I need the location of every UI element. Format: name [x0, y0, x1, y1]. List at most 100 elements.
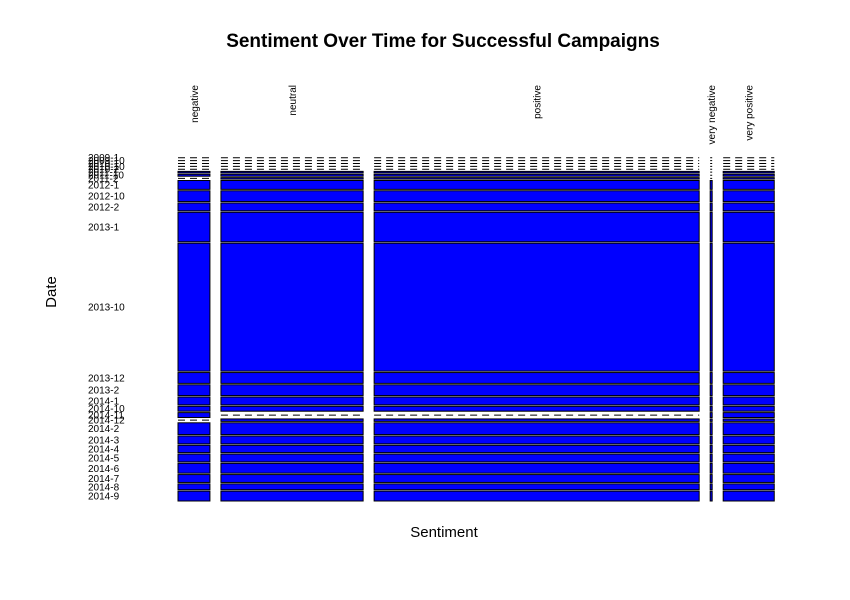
mosaic-tile: [722, 211, 775, 243]
column-label: very negative: [707, 85, 718, 145]
column-labels: negative neutral positive very negative very…: [190, 85, 756, 145]
mosaic-tile: [373, 405, 700, 412]
mosaic-tile: [722, 180, 775, 190]
row-label: 2012-2: [88, 202, 120, 213]
column-label: very positive: [745, 85, 756, 141]
mosaic-tile: [177, 190, 211, 203]
row-label: 2011-2: [88, 174, 119, 185]
mosaic-tile: [177, 170, 211, 174]
row-label: 2010-2: [88, 165, 120, 176]
mosaic-tile: [220, 396, 364, 406]
mosaic-tile: [220, 180, 364, 190]
row-label: 2014-7: [88, 474, 120, 485]
column-label: neutral: [288, 85, 299, 116]
row-label: 2014-1: [88, 396, 120, 407]
row-label: 2013-10: [88, 303, 125, 314]
mosaic-tile: [373, 202, 700, 212]
mosaic-tile: [373, 418, 700, 422]
mosaic-tile: [709, 190, 713, 203]
mosaic-tile: [709, 202, 713, 212]
mosaic-tile: [177, 474, 211, 483]
mosaic-tile: [177, 180, 211, 190]
mosaic-tile: [220, 453, 364, 463]
row-label: 2014-12: [88, 416, 125, 427]
mosaic-tile: [177, 372, 211, 384]
mosaic-tile: [722, 453, 775, 463]
mosaic-tile: [373, 396, 700, 406]
mosaic-tile: [709, 462, 713, 474]
mosaic-tile: [709, 483, 713, 491]
mosaic-tile: [220, 474, 364, 483]
mosaic-tile: [220, 422, 364, 436]
mosaic-tile: [373, 490, 700, 502]
mosaic-tile: [220, 483, 364, 491]
mosaic-tile: [373, 180, 700, 190]
mosaic-tile: [177, 396, 211, 406]
mosaic-tile: [373, 474, 700, 483]
row-label: 2009-10: [88, 156, 125, 167]
mosaic-tile: [709, 453, 713, 463]
mosaic-tile: [220, 177, 364, 180]
mosaic-tile: [709, 444, 713, 454]
chart-title: Sentiment Over Time for Successful Campa…: [226, 31, 660, 52]
mosaic-tile: [373, 372, 700, 384]
x-axis-title: Sentiment: [410, 524, 478, 541]
row-label: 2013-12: [88, 373, 125, 384]
mosaic-tile: [220, 462, 364, 474]
mosaic-tile: [709, 384, 713, 397]
mosaic-tile: [709, 435, 713, 445]
mosaic-tile: [722, 412, 775, 419]
mosaic-tile: [709, 242, 713, 372]
row-label: 2014-2: [88, 424, 120, 435]
mosaic-tile: [220, 202, 364, 212]
row-label: 2010-1: [88, 159, 120, 170]
row-label: 2014-6: [88, 464, 120, 475]
mosaic-tile: [220, 211, 364, 243]
row-label: 2012-1: [88, 180, 120, 191]
row-label: 2014-11: [88, 411, 124, 422]
mosaic-tile: [722, 384, 775, 397]
row-label: 2012-10: [88, 192, 125, 203]
mosaic-tile: [722, 170, 775, 174]
mosaic-tile: [177, 202, 211, 212]
mosaic-tile: [722, 405, 775, 412]
mosaic-tile: [220, 490, 364, 502]
row-label: 2010-10: [88, 162, 125, 173]
row-label: 2014-8: [88, 482, 120, 493]
mosaic-tile: [220, 372, 364, 384]
mosaic-tile: [373, 422, 700, 436]
mosaic-tile: [709, 474, 713, 483]
column-label: positive: [533, 85, 544, 119]
mosaic-tile: [722, 202, 775, 212]
mosaic-tile: [220, 173, 364, 177]
mosaic-tile: [722, 372, 775, 384]
mosaic-tile: [220, 170, 364, 174]
mosaic-tile: [722, 483, 775, 491]
mosaic-tile: [709, 405, 713, 412]
mosaic-tile: [722, 396, 775, 406]
row-label: 2009-1: [88, 153, 120, 164]
mosaic-tile: [220, 242, 364, 372]
mosaic-tile: [722, 422, 775, 436]
mosaic-tile: [722, 462, 775, 474]
mosaic-tile: [722, 490, 775, 502]
mosaic-tile: [373, 483, 700, 491]
mosaic-tile: [722, 474, 775, 483]
mosaic-tile: [373, 211, 700, 243]
mosaic-tile: [373, 444, 700, 454]
row-label: 2014-10: [88, 404, 125, 415]
row-label: 2014-9: [88, 492, 120, 503]
mosaic-tile: [177, 435, 211, 445]
mosaic-tile: [373, 384, 700, 397]
mosaic-tile: [722, 444, 775, 454]
mosaic-tile: [709, 412, 713, 419]
mosaic-tile: [709, 211, 713, 243]
mosaic-tile: [177, 444, 211, 454]
mosaic-tile: [373, 242, 700, 372]
column-label: negative: [190, 85, 201, 123]
row-label: 2011-1: [88, 168, 119, 179]
y-axis-title: Date: [43, 276, 60, 308]
row-label: 2011-10: [88, 171, 124, 182]
mosaic-tile: [177, 242, 211, 372]
